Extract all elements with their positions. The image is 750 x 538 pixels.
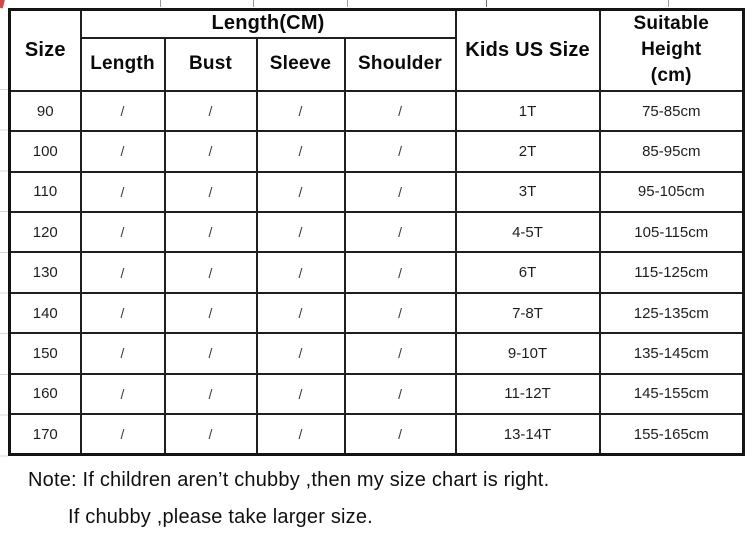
suitable-height-line: Height xyxy=(641,39,702,61)
size-value: 90 xyxy=(8,89,82,133)
note-line-2: If chubby ,please take larger size. xyxy=(68,506,373,528)
gridline-stub xyxy=(486,0,487,7)
size-chart-table: Size Length(CM) Kids US Size Suitable He… xyxy=(8,8,746,456)
header-row-sub: Length Bust Sleeve Shoulder xyxy=(10,36,744,92)
size-value: 120 xyxy=(8,211,82,254)
suitable-height-line: Suitable xyxy=(633,13,710,35)
sleeve-value: / xyxy=(255,291,346,335)
kids-us-size-value: 4-5T xyxy=(454,211,601,254)
length-value: / xyxy=(79,332,166,375)
height-range-value: 155-165cm xyxy=(598,413,745,456)
col-header-length: Length xyxy=(79,36,166,92)
gridline-stubs-left xyxy=(0,89,8,457)
height-range-value: 125-135cm xyxy=(598,291,745,335)
sleeve-value: / xyxy=(255,413,346,456)
sleeve-value: / xyxy=(255,332,346,375)
col-header-sleeve: Sleeve xyxy=(255,36,346,92)
kids-us-size-value: 2T xyxy=(454,130,601,173)
shoulder-value: / xyxy=(343,413,457,456)
bust-value: / xyxy=(163,211,258,254)
table-row: 110 / / / / 3T 95-105cm xyxy=(8,170,745,214)
height-range-value: 75-85cm xyxy=(598,89,745,133)
length-value: / xyxy=(79,130,166,173)
size-value: 110 xyxy=(8,170,82,214)
table-row: 100 / / / / 2T 85-95cm xyxy=(8,130,745,173)
shoulder-value: / xyxy=(343,89,457,133)
gridline-stub xyxy=(160,0,161,7)
col-group-header-length-cm: Length(CM) xyxy=(79,8,457,39)
col-header-size: Size xyxy=(8,8,82,92)
size-note: Note: If children aren’t chubby ,then my… xyxy=(28,462,549,536)
kids-us-size-value: 7-8T xyxy=(454,291,601,335)
length-value: / xyxy=(79,89,166,133)
height-range-value: 105-115cm xyxy=(598,211,745,254)
height-range-value: 115-125cm xyxy=(598,251,745,294)
bust-value: / xyxy=(163,372,258,416)
kids-us-size-value: 1T xyxy=(454,89,601,133)
sleeve-value: / xyxy=(255,251,346,294)
size-value: 160 xyxy=(8,372,82,416)
red-crop-artifact xyxy=(0,0,6,9)
suitable-height-line: (cm) xyxy=(650,65,692,87)
table-row: 130 / / / / 6T 115-125cm xyxy=(8,251,745,294)
sleeve-value: / xyxy=(255,372,346,416)
bust-value: / xyxy=(163,251,258,294)
size-value: 130 xyxy=(8,251,82,294)
shoulder-value: / xyxy=(343,211,457,254)
shoulder-value: / xyxy=(343,170,457,214)
kids-us-size-value: 13-14T xyxy=(454,413,601,456)
table-row: 140 / / / / 7-8T 125-135cm xyxy=(8,291,745,335)
sleeve-value: / xyxy=(255,170,346,214)
table-row: 90 / / / / 1T 75-85cm xyxy=(8,89,745,133)
size-value: 170 xyxy=(8,413,82,456)
length-value: / xyxy=(79,291,166,335)
bust-value: / xyxy=(163,130,258,173)
header-row-top: Size Length(CM) Kids US Size Suitable He… xyxy=(8,8,745,92)
shoulder-value: / xyxy=(343,332,457,375)
bust-value: / xyxy=(163,332,258,375)
col-header-suitable-height: Suitable Height (cm) xyxy=(598,8,745,92)
bust-value: / xyxy=(163,89,258,133)
length-value: / xyxy=(79,372,166,416)
gridline-stub xyxy=(668,0,669,7)
sleeve-value: / xyxy=(255,89,346,133)
kids-us-size-value: 9-10T xyxy=(454,332,601,375)
gridline-stub xyxy=(347,0,348,7)
shoulder-value: / xyxy=(343,130,457,173)
shoulder-value: / xyxy=(343,251,457,294)
table-row: 150 / / / / 9-10T 135-145cm xyxy=(8,332,745,375)
shoulder-value: / xyxy=(343,291,457,335)
shoulder-value: / xyxy=(343,372,457,416)
note-line-1: Note: If children aren’t chubby ,then my… xyxy=(28,469,550,491)
height-range-value: 85-95cm xyxy=(598,130,745,173)
bust-value: / xyxy=(163,170,258,214)
size-value: 100 xyxy=(8,130,82,173)
height-range-value: 135-145cm xyxy=(598,332,745,375)
bust-value: / xyxy=(163,291,258,335)
table-row: 160 / / / / 11-12T 145-155cm xyxy=(8,372,745,416)
height-range-value: 145-155cm xyxy=(598,372,745,416)
bust-value: / xyxy=(163,413,258,456)
col-header-kids-us-size: Kids US Size xyxy=(454,8,601,92)
size-value: 150 xyxy=(8,332,82,375)
col-header-shoulder: Shoulder xyxy=(343,36,457,92)
length-value: / xyxy=(79,170,166,214)
kids-us-size-value: 6T xyxy=(454,251,601,294)
height-range-value: 95-105cm xyxy=(598,170,745,214)
length-value: / xyxy=(79,211,166,254)
gridline-stub xyxy=(253,0,254,7)
sleeve-value: / xyxy=(255,211,346,254)
sleeve-value: / xyxy=(255,130,346,173)
length-value: / xyxy=(79,413,166,456)
table-row: 170 / / / / 13-14T 155-165cm xyxy=(8,413,745,456)
col-header-bust: Bust xyxy=(163,36,258,92)
kids-us-size-value: 11-12T xyxy=(454,372,601,416)
size-value: 140 xyxy=(8,291,82,335)
table-row: 120 / / / / 4-5T 105-115cm xyxy=(8,211,745,254)
length-value: / xyxy=(79,251,166,294)
kids-us-size-value: 3T xyxy=(454,170,601,214)
